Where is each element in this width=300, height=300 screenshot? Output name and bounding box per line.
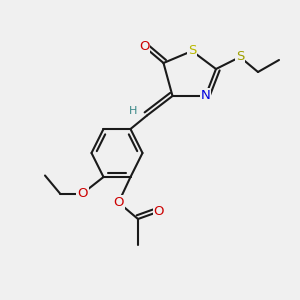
- Text: O: O: [77, 187, 88, 200]
- Text: H: H: [129, 106, 138, 116]
- Text: O: O: [139, 40, 149, 53]
- Text: O: O: [113, 196, 124, 209]
- Text: S: S: [236, 50, 244, 64]
- Text: N: N: [201, 89, 210, 103]
- Text: S: S: [188, 44, 196, 58]
- Text: O: O: [154, 205, 164, 218]
